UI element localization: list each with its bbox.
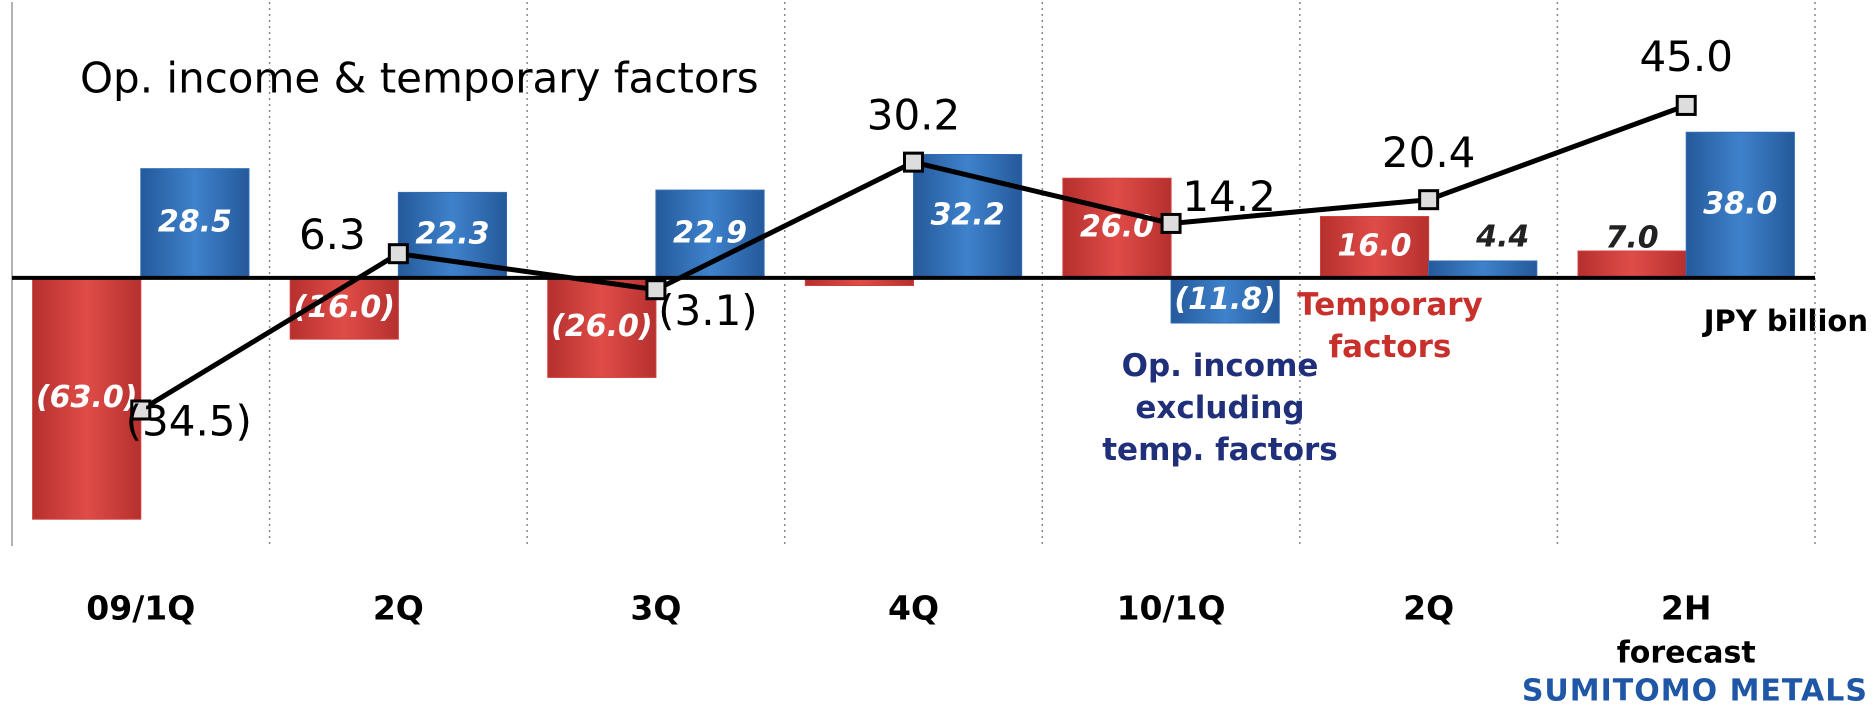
line-value-label: 20.4 <box>1382 128 1476 177</box>
x-tick-label: 09/1Q <box>86 589 195 628</box>
value-label: 22.9 <box>673 215 747 250</box>
line-marker <box>1418 189 1440 211</box>
value-label: 7.0 <box>1606 221 1659 256</box>
line-marker <box>1160 212 1182 234</box>
value-label: 4.4 <box>1475 219 1529 254</box>
bar <box>32 277 142 520</box>
unit-note: JPY billion <box>1702 304 1868 338</box>
bar <box>1428 260 1538 279</box>
bar <box>547 277 657 378</box>
legend-entry: Temporary factors <box>1297 287 1483 365</box>
x-tick-label: 3Q <box>630 589 681 628</box>
bar <box>1170 277 1280 324</box>
bar <box>1319 216 1430 279</box>
line-marker <box>387 243 409 265</box>
line-value-label: (3.1) <box>658 286 758 335</box>
value-label: 22.3 <box>415 217 489 252</box>
value-label: 16.0 <box>1338 229 1412 264</box>
x-tick-label: 2Q <box>1403 589 1454 628</box>
bar <box>140 168 250 279</box>
value-label: 28.5 <box>158 205 232 240</box>
logo: SUMITOMO METALS <box>1522 674 1868 707</box>
line-value-label: 6.3 <box>299 210 366 259</box>
x-tick-label: 2H <box>1661 589 1712 628</box>
value-label: (11.8) <box>1174 282 1275 317</box>
x-tick-label: 10/1Q <box>1117 589 1226 628</box>
line-marker <box>130 399 152 421</box>
value-label: 38.0 <box>1703 187 1777 222</box>
legend-entry: Op. income excluding temp. factors <box>1102 348 1338 468</box>
line-marker <box>645 279 667 301</box>
value-label: (63.0) <box>36 380 137 415</box>
line-value-label: (34.5) <box>126 397 252 446</box>
line-value-label: 45.0 <box>1639 32 1733 81</box>
value-label: 32.2 <box>931 198 1005 233</box>
x-tick-label: 2Q <box>373 589 424 628</box>
line-value-label: 14.2 <box>1182 172 1276 221</box>
bar <box>1685 131 1795 279</box>
line-value-label: 30.2 <box>867 91 961 140</box>
line-marker <box>1675 94 1697 116</box>
bar <box>1577 250 1687 279</box>
line-marker <box>903 151 924 173</box>
forecast-note: forecast <box>1617 636 1756 671</box>
bar <box>1062 177 1172 279</box>
value-label: (26.0) <box>551 309 652 344</box>
x-tick-label: 4Q <box>888 589 939 628</box>
chart-title: Op. income & temporary factors <box>80 54 759 103</box>
